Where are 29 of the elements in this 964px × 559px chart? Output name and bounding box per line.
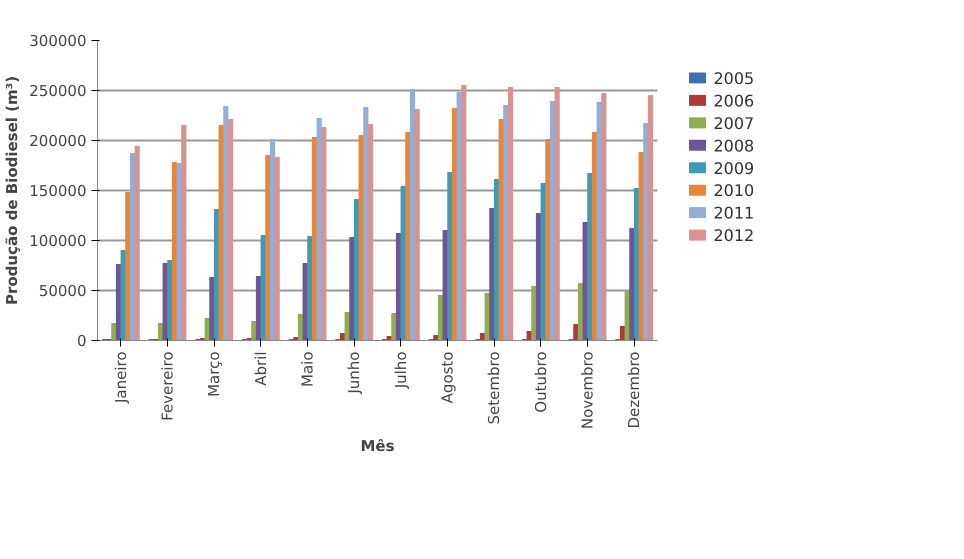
x-tick-label: Janeiro <box>112 351 130 404</box>
x-tick-label: Abril <box>252 351 270 386</box>
y-tick-label: 150000 <box>29 182 87 200</box>
x-tick-label: Agosto <box>438 351 456 404</box>
x-axis-title: Mês <box>360 437 395 456</box>
y-tick-label: 250000 <box>29 82 87 100</box>
x-tick-label: Junho <box>345 351 364 395</box>
legend-label: 2010 <box>714 181 754 200</box>
y-tick-label: 50000 <box>38 282 86 300</box>
x-tick-label: Março <box>205 351 224 397</box>
legend-label: 2008 <box>714 136 754 156</box>
legend-label: 2006 <box>714 91 754 110</box>
legend-label: 2012 <box>714 226 754 246</box>
x-tick-label: Maio <box>298 351 316 387</box>
legend-label: 2011 <box>714 204 754 223</box>
x-tick-label: Setembro <box>485 351 504 425</box>
y-tick-label: 300000 <box>29 32 87 50</box>
y-tick-label: 0 <box>76 332 87 350</box>
y-tick-label: 200000 <box>29 132 87 150</box>
y-tick-label: 100000 <box>29 232 87 250</box>
x-tick-label: Outubro <box>532 351 550 413</box>
legend-label: 2005 <box>714 68 754 88</box>
legend-label: 2009 <box>714 158 754 178</box>
x-tick-label: Novembro <box>578 351 596 430</box>
y-axis-title: Produção de Biodiesel (m³) <box>3 76 22 306</box>
x-tick-label: Fevereiro <box>158 352 176 421</box>
x-tick-label: Dezembro <box>625 352 644 429</box>
legend-label: 2007 <box>714 114 754 133</box>
x-tick-label: Julho <box>392 351 410 390</box>
